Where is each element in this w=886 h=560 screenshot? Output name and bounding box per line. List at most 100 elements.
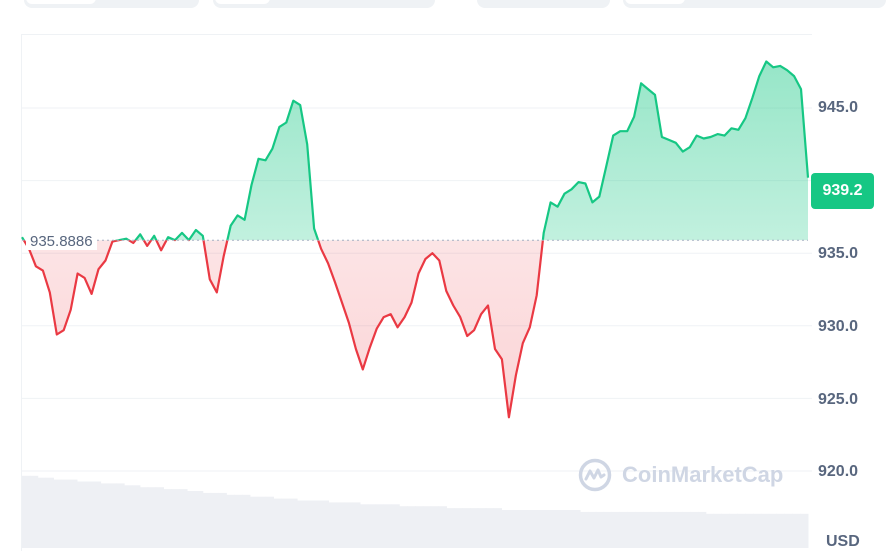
volume-bar bbox=[37, 477, 47, 548]
volume-bar bbox=[784, 513, 793, 548]
range-tab[interactable] bbox=[477, 0, 610, 8]
volume-bar bbox=[658, 511, 668, 548]
volume-bar bbox=[352, 502, 361, 548]
volume-bar bbox=[635, 511, 644, 548]
volume-bar bbox=[776, 513, 785, 548]
volume-bar bbox=[580, 511, 589, 548]
volume-bar bbox=[438, 506, 447, 548]
range-tabs bbox=[0, 0, 886, 14]
volume-bar bbox=[53, 479, 62, 548]
y-tick-label: 935.0 bbox=[818, 245, 859, 262]
range-tab[interactable] bbox=[213, 0, 435, 8]
volume-bar bbox=[721, 513, 730, 548]
volume-bar bbox=[619, 511, 628, 548]
volume-bar bbox=[627, 511, 636, 548]
volume-bar bbox=[383, 504, 392, 548]
watermark-text: CoinMarketCap bbox=[622, 462, 784, 487]
volume-bar bbox=[595, 511, 605, 548]
volume-bar bbox=[100, 483, 109, 548]
volume-bar bbox=[297, 500, 306, 548]
volume-bar bbox=[132, 485, 141, 548]
chart-panel bbox=[21, 34, 812, 551]
volume-bar bbox=[752, 513, 762, 548]
volume-bar bbox=[336, 502, 345, 548]
y-tick-label: 945.0 bbox=[818, 99, 859, 116]
volume-bar bbox=[84, 481, 94, 548]
volume-bar bbox=[320, 500, 330, 548]
volume-bar bbox=[485, 508, 495, 548]
price-area-below bbox=[22, 240, 808, 418]
volume-bar bbox=[210, 492, 219, 548]
volume-bar bbox=[470, 508, 479, 548]
volume-bar bbox=[705, 513, 715, 548]
volume-bar bbox=[242, 494, 251, 548]
volume-bar bbox=[375, 504, 385, 548]
volume-bar bbox=[22, 475, 31, 548]
volume-bar bbox=[415, 506, 424, 548]
volume-bar bbox=[77, 481, 86, 548]
volume-bar bbox=[281, 498, 290, 548]
volume-bar bbox=[532, 510, 542, 548]
volume-bar bbox=[234, 494, 243, 548]
volume-bar bbox=[249, 496, 259, 548]
volume-bar bbox=[226, 494, 235, 548]
volume-bar bbox=[745, 513, 754, 548]
y-tick-label: 925.0 bbox=[818, 391, 859, 408]
volume-bar bbox=[45, 477, 54, 548]
volume-bar bbox=[587, 511, 597, 548]
coinmarketcap-watermark: CoinMarketCap bbox=[578, 458, 783, 492]
price-line-above bbox=[21, 60, 810, 241]
range-tab[interactable] bbox=[623, 0, 886, 8]
volume-bar bbox=[194, 491, 204, 548]
range-tab[interactable] bbox=[24, 0, 199, 8]
volume-bar bbox=[155, 487, 164, 548]
volume-bar bbox=[729, 513, 738, 548]
volume-bar bbox=[218, 492, 227, 548]
volume-bar bbox=[666, 511, 675, 548]
volume-bar bbox=[92, 481, 102, 548]
volume-bar bbox=[501, 510, 510, 548]
coinmarketcap-logo-icon bbox=[578, 458, 612, 492]
volume-bar bbox=[147, 487, 157, 548]
volume-bar bbox=[713, 513, 723, 548]
volume-bar bbox=[265, 496, 275, 548]
volume-bar bbox=[572, 510, 581, 548]
volume-bar bbox=[697, 511, 707, 548]
volume-bar bbox=[462, 508, 471, 548]
volume-bar bbox=[116, 483, 125, 548]
volume-bar bbox=[493, 508, 502, 548]
volume-bar bbox=[139, 487, 149, 548]
volume-bar bbox=[108, 483, 117, 548]
volume-bar bbox=[289, 498, 298, 548]
volume-bar bbox=[391, 504, 400, 548]
volume-bar bbox=[603, 511, 612, 548]
volume-bar bbox=[179, 489, 188, 548]
volume-bar bbox=[517, 510, 526, 548]
volume-bar bbox=[399, 506, 408, 548]
volume-bar bbox=[540, 510, 550, 548]
volume-bar bbox=[674, 511, 683, 548]
volume-bar bbox=[525, 510, 534, 548]
y-tick-label: 930.0 bbox=[818, 318, 859, 335]
volume-bar bbox=[454, 508, 463, 548]
volume-bar bbox=[768, 513, 778, 548]
volume-bar bbox=[430, 506, 440, 548]
volume-bar bbox=[760, 513, 770, 548]
volume-bar bbox=[344, 502, 353, 548]
volume-bar bbox=[69, 479, 78, 548]
volume-bar bbox=[61, 479, 70, 548]
volume-bar bbox=[650, 511, 660, 548]
volume-bar bbox=[328, 502, 337, 548]
current-price-badge: 939.2 bbox=[811, 173, 874, 209]
volume-bar bbox=[367, 504, 377, 548]
volume-bar bbox=[737, 513, 746, 548]
volume-bar bbox=[257, 496, 267, 548]
volume-bar bbox=[304, 500, 314, 548]
volume-bar bbox=[446, 508, 455, 548]
volume-bar bbox=[792, 513, 801, 548]
volume-bar bbox=[509, 510, 518, 548]
volume-bar bbox=[29, 475, 39, 548]
volume-bar bbox=[202, 492, 212, 548]
reference-price-label: 935.8886 bbox=[26, 233, 97, 250]
